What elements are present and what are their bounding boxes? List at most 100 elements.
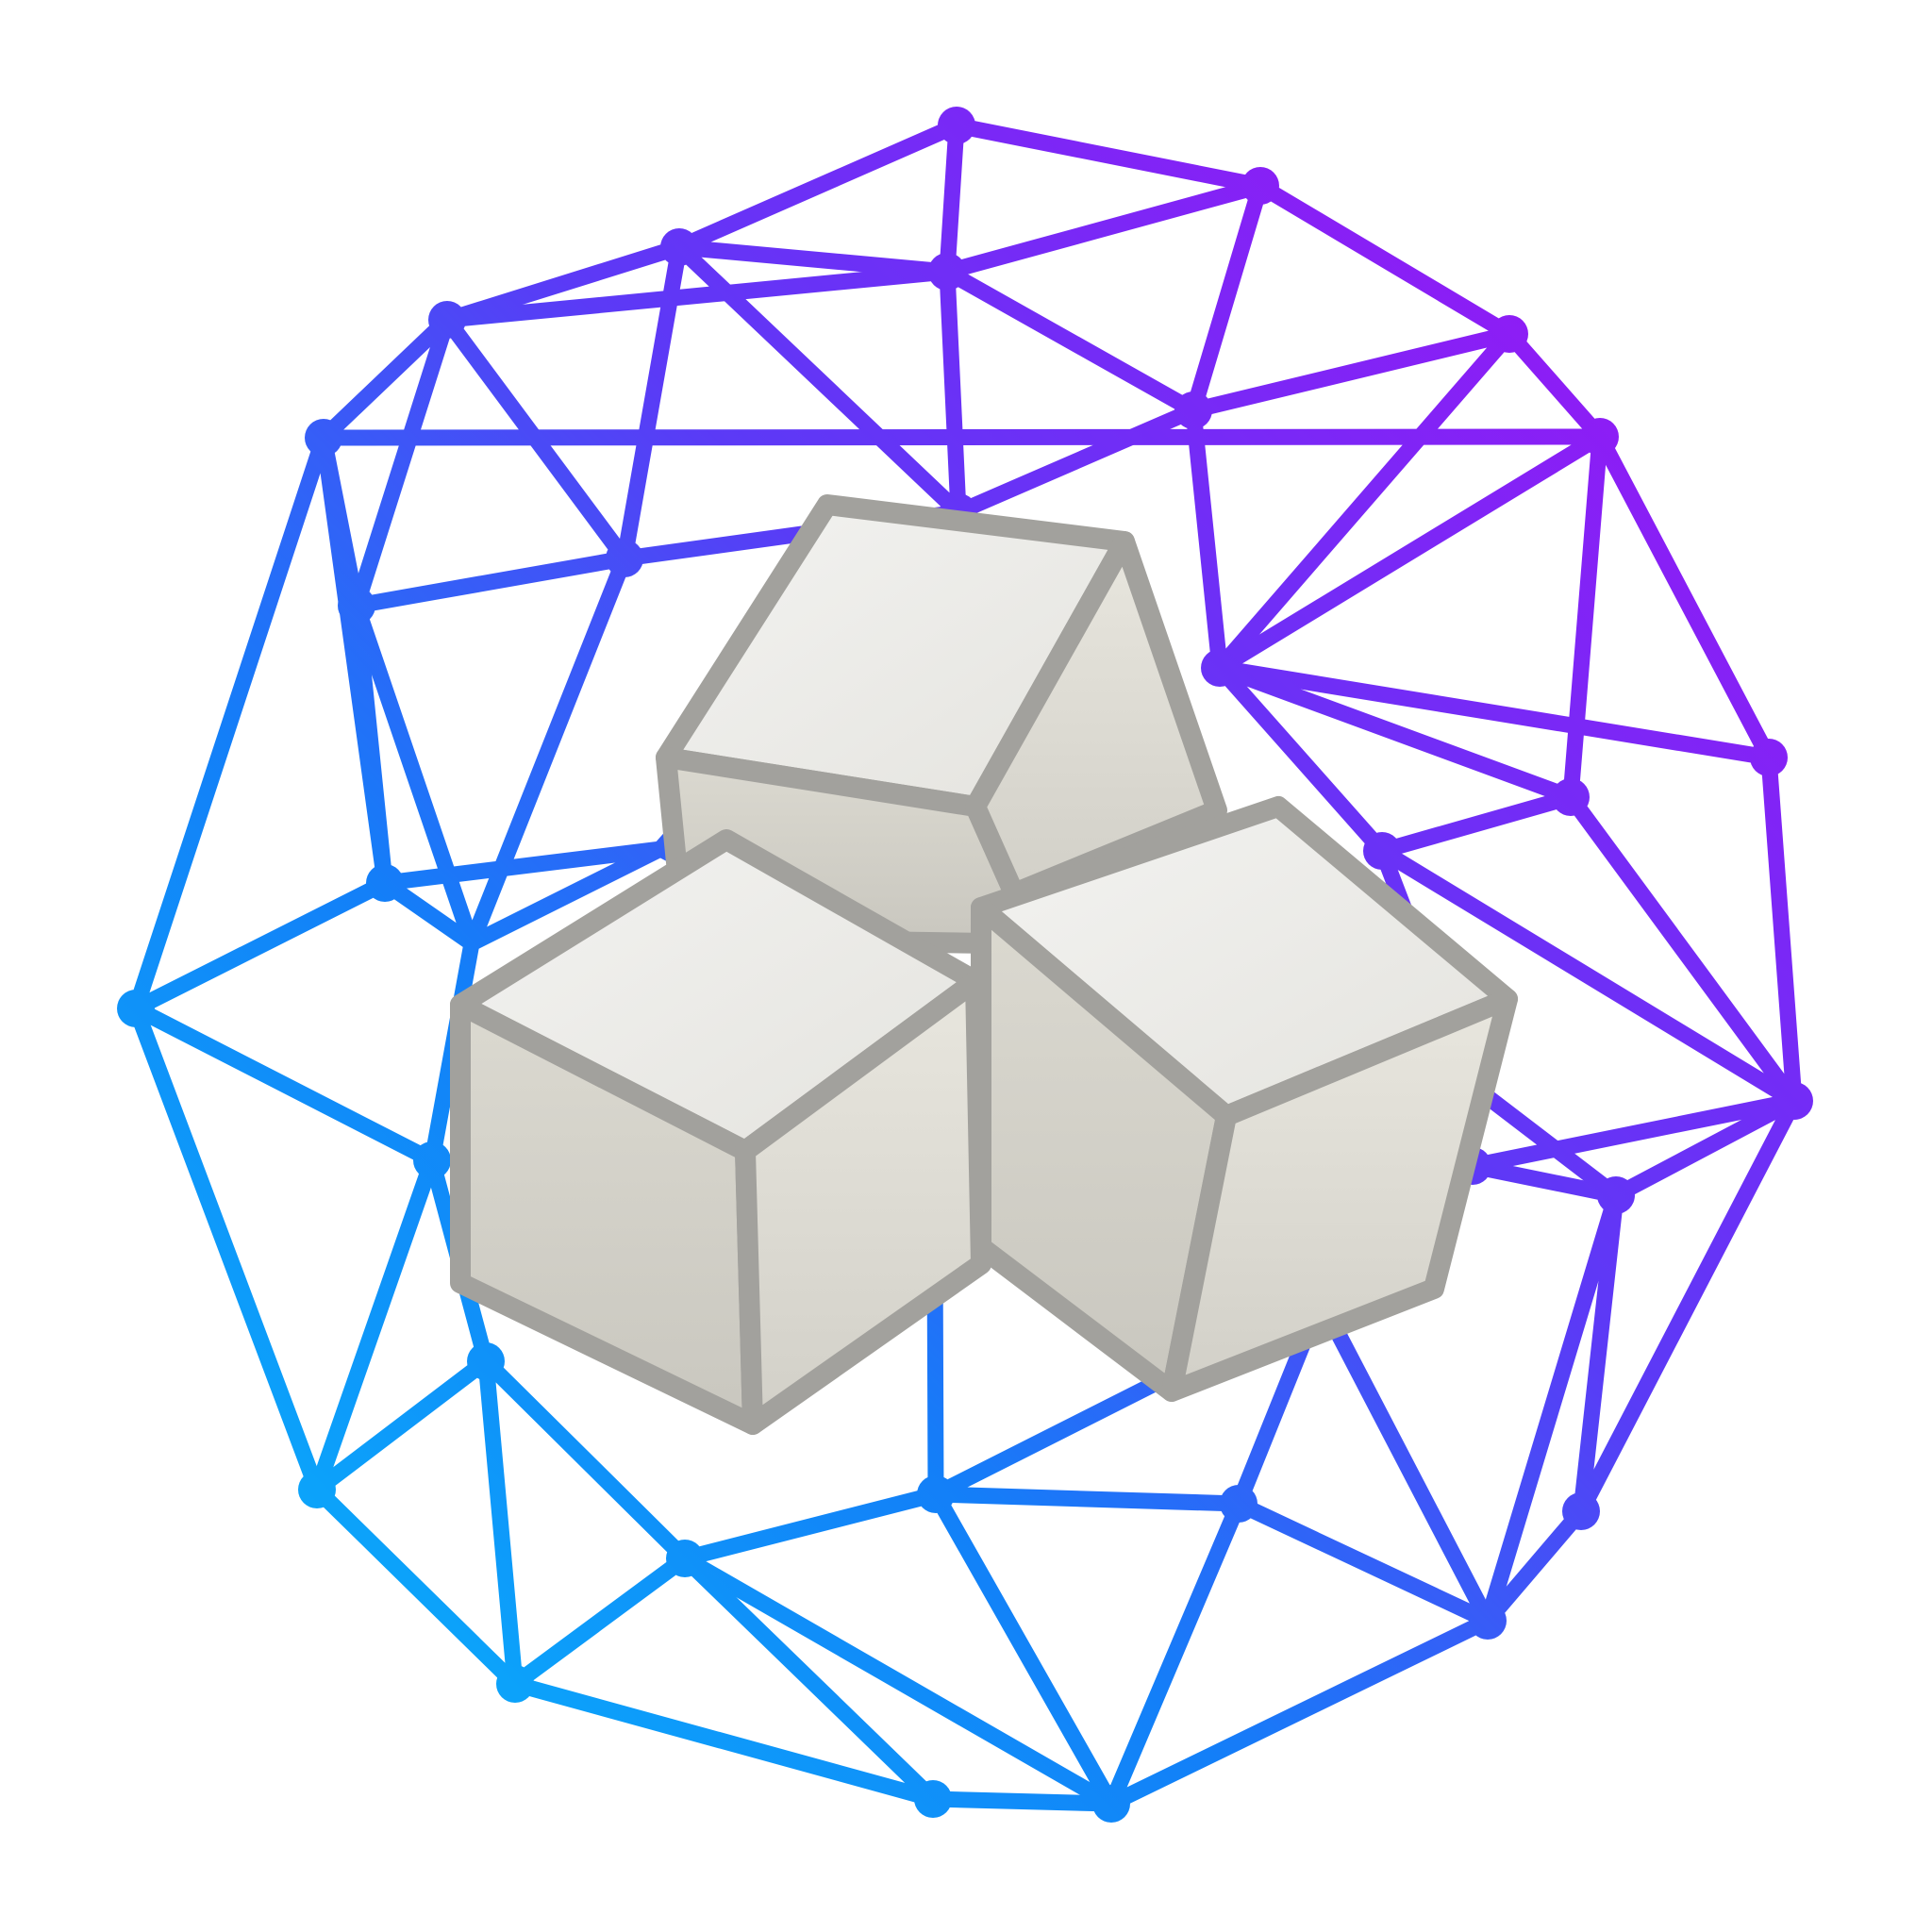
sugar-cube-icon xyxy=(971,796,1518,1402)
mesh-node xyxy=(1092,1785,1130,1823)
mesh-edge xyxy=(1252,177,1518,342)
mesh-edge xyxy=(1562,428,1608,806)
mesh-edge xyxy=(671,117,965,256)
mesh-node xyxy=(1363,832,1401,870)
mesh-edge xyxy=(439,263,956,328)
mesh-node xyxy=(928,253,966,291)
mesh-edge xyxy=(939,263,1202,419)
mesh-edge xyxy=(1103,1612,1496,1812)
mesh-edge xyxy=(1760,749,1803,1109)
mesh-edge xyxy=(939,177,1269,280)
mesh-edge xyxy=(477,1353,693,1567)
mesh-edge xyxy=(927,1486,1247,1512)
mesh-node xyxy=(1562,1492,1600,1530)
mesh-edge xyxy=(1463,1076,1624,1204)
mesh-edge xyxy=(1573,1187,1624,1520)
mesh-edge xyxy=(1211,325,1518,676)
mesh-node xyxy=(428,301,466,339)
mesh-edge xyxy=(127,1000,325,1498)
mesh-node xyxy=(1469,1602,1507,1640)
mesh-edge xyxy=(1464,1092,1803,1174)
mesh-node xyxy=(1220,1485,1257,1523)
mesh-edge xyxy=(939,263,967,521)
mesh-node xyxy=(298,1471,336,1508)
mesh-edge xyxy=(308,1152,441,1498)
mesh-node xyxy=(467,1342,505,1380)
cube-face-right xyxy=(735,971,991,1435)
mesh-edge xyxy=(463,841,669,952)
mesh-edge xyxy=(1211,659,1579,806)
mesh-node xyxy=(666,1540,704,1577)
mesh-edge xyxy=(1479,1187,1624,1629)
mesh-edge xyxy=(1562,789,1803,1109)
mesh-edge xyxy=(1374,842,1803,1109)
mesh-node xyxy=(1552,778,1590,816)
mesh-node xyxy=(305,419,342,457)
mesh-node xyxy=(1491,315,1528,353)
mesh-edge xyxy=(1591,428,1777,766)
sugar-cubes-icon xyxy=(450,494,1518,1435)
mesh-edge xyxy=(348,597,480,952)
mesh-edge xyxy=(348,311,456,614)
mesh-edge xyxy=(127,429,332,1017)
mesh-edge xyxy=(1374,789,1579,859)
mesh-edge xyxy=(1464,1158,1624,1204)
mesh-edge xyxy=(1607,1092,1803,1204)
mesh-edge xyxy=(676,1486,944,1567)
mesh-edge xyxy=(1479,1503,1590,1629)
mesh-edge xyxy=(127,874,393,1017)
mesh-edge xyxy=(1230,1495,1496,1629)
mesh-node xyxy=(938,107,975,144)
mesh-node xyxy=(1241,167,1279,205)
cube-face-right xyxy=(1161,989,1518,1402)
mesh-edge xyxy=(924,1790,1120,1812)
mesh-node xyxy=(1775,1082,1813,1120)
mesh-node xyxy=(1174,391,1212,429)
mesh-edge xyxy=(376,841,669,891)
mesh-edge xyxy=(1211,659,1391,859)
mesh-edge xyxy=(927,1486,1120,1812)
mesh-edge xyxy=(948,117,1269,194)
mesh-edge xyxy=(1185,402,1228,676)
mesh-edge xyxy=(1501,325,1608,445)
mesh-node xyxy=(1581,418,1619,456)
mesh-edge xyxy=(315,428,1608,446)
mesh-node xyxy=(917,1475,955,1513)
mesh-edge xyxy=(1211,428,1608,676)
mesh-node xyxy=(1750,739,1788,776)
mesh-edge xyxy=(127,1000,441,1169)
mesh-edge xyxy=(1573,1092,1803,1520)
mesh-edge xyxy=(507,1675,941,1807)
mesh-node xyxy=(338,587,375,625)
mesh-edge xyxy=(950,402,1202,521)
mesh-node xyxy=(117,990,155,1027)
mesh-node xyxy=(366,864,404,902)
mesh-node xyxy=(1597,1176,1635,1214)
mesh-edge xyxy=(671,239,956,280)
mesh-edge xyxy=(315,311,456,446)
mesh-node xyxy=(413,1141,451,1179)
sugar-cube-icon xyxy=(450,829,991,1435)
mesh-edge xyxy=(477,1353,524,1692)
mesh-node xyxy=(660,228,698,266)
mesh-edge xyxy=(1312,1291,1496,1629)
mesh-edge xyxy=(676,1550,941,1807)
mesh-edge xyxy=(1211,659,1777,766)
mesh-edge xyxy=(676,1550,1120,1812)
mesh-node xyxy=(914,1780,952,1818)
mesh-edge xyxy=(1185,177,1269,419)
mesh-edge xyxy=(939,117,965,280)
mesh-edge xyxy=(348,550,633,614)
mesh-node xyxy=(606,540,643,577)
mesh-edge xyxy=(308,1353,494,1498)
mesh-edge xyxy=(463,550,633,952)
mesh-edge xyxy=(1185,325,1518,419)
mesh-node xyxy=(1201,649,1239,687)
mesh-node xyxy=(496,1665,534,1703)
mesh-edge xyxy=(348,597,393,891)
mesh-edge xyxy=(1103,1495,1247,1812)
mesh-edge xyxy=(308,1481,524,1692)
mesh-edge xyxy=(507,1550,693,1692)
mesh-edge xyxy=(439,239,688,328)
